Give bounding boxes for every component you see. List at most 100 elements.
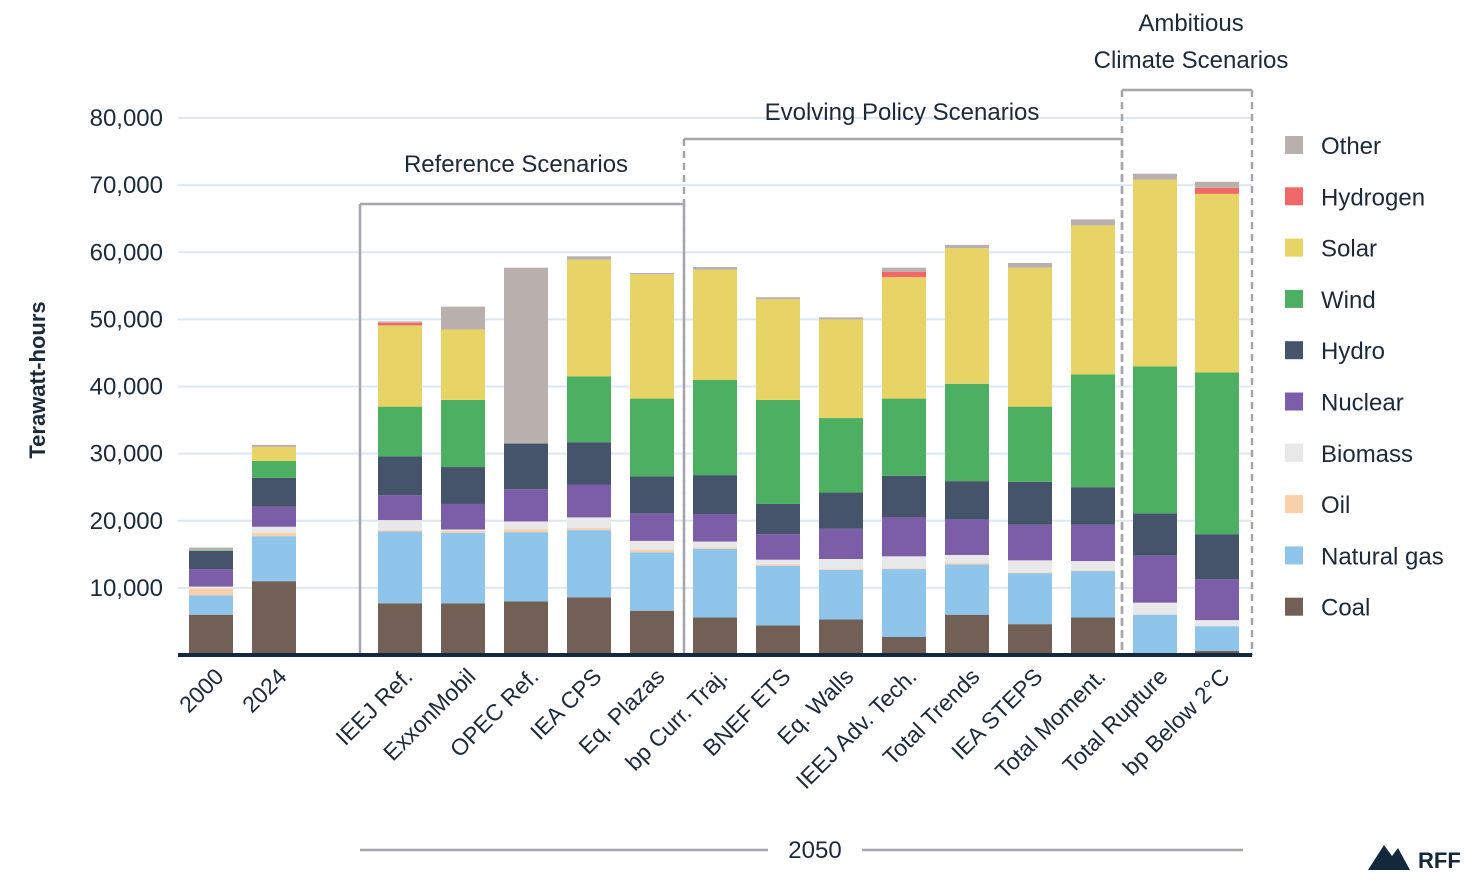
bar-stack xyxy=(1071,219,1115,655)
bar-segment-nuclear xyxy=(567,484,611,518)
bar-stack xyxy=(1195,181,1239,655)
bar-segment-hydro xyxy=(1008,481,1052,525)
bar-segment-hydro xyxy=(630,476,674,514)
bar-segment-solar xyxy=(1008,267,1052,407)
bar-stack xyxy=(756,297,800,655)
legend-label: Nuclear xyxy=(1321,390,1404,417)
bar-segment-coal xyxy=(504,601,548,655)
bar-segment-coal xyxy=(441,603,485,655)
legend-label: Hydro xyxy=(1321,338,1385,365)
bar-segment-biomass xyxy=(1133,602,1177,615)
bar-segment-other xyxy=(756,297,800,300)
legend-swatch xyxy=(1285,136,1303,154)
bar-segment-biomass xyxy=(693,541,737,548)
bar-segment-biomass xyxy=(252,526,296,533)
bar-segment-natural-gas xyxy=(630,552,674,611)
bar-segment-natural-gas xyxy=(945,564,989,615)
bar-segment-other xyxy=(1008,262,1052,268)
bar-segment-oil xyxy=(504,529,548,533)
bar-segment-hydrogen xyxy=(378,322,422,326)
legend-item-oil: Oil xyxy=(1285,492,1350,519)
bar-segment-other xyxy=(945,244,989,249)
bar-segment-other xyxy=(252,444,296,447)
bar-segment-solar xyxy=(882,277,926,399)
bar-segment-nuclear xyxy=(378,495,422,521)
bar-segment-wind xyxy=(567,376,611,443)
bar-segment-oil xyxy=(819,569,863,570)
bar-segment-biomass xyxy=(1008,560,1052,573)
bar-segment-hydro xyxy=(1133,513,1177,556)
y-tick-label: 50,000 xyxy=(90,306,163,333)
legend-item-other: Other xyxy=(1285,133,1381,160)
bar-segment-natural-gas xyxy=(882,569,926,637)
bar-segment-hydro xyxy=(504,443,548,490)
legend-item-hydro: Hydro xyxy=(1285,338,1385,365)
bar-segment-natural-gas xyxy=(819,569,863,620)
bar-segment-solar xyxy=(1133,179,1177,367)
bar-segment-other xyxy=(1195,181,1239,188)
bar-segment-nuclear xyxy=(1071,524,1115,562)
bar-segment-biomass xyxy=(945,554,989,564)
bar-stack xyxy=(252,444,296,655)
bar-stack xyxy=(504,267,548,655)
bar-segment-oil xyxy=(189,588,233,596)
bar-segment-oil xyxy=(567,528,611,531)
bar-segment-natural-gas xyxy=(693,548,737,618)
x-tick-label: 2024 xyxy=(237,663,292,718)
bar-segment-coal xyxy=(945,614,989,655)
bar-segment-wind xyxy=(882,398,926,476)
footer-2050: 2050 xyxy=(360,837,1243,864)
bar-segment-solar xyxy=(1071,225,1115,375)
bar-stack xyxy=(819,317,863,655)
bar-segment-coal xyxy=(1071,617,1115,655)
bar-segment-nuclear xyxy=(945,519,989,555)
bar-segment-other xyxy=(1133,173,1177,180)
legend: Other Hydrogen Solar Wind Hydro Nuclear Biomas… xyxy=(1285,133,1444,622)
bar-segment-other xyxy=(378,321,422,323)
group-label: Evolving Policy Scenarios xyxy=(765,99,1040,126)
bar-segment-hydro xyxy=(378,456,422,496)
bar-segment-nuclear xyxy=(441,503,485,530)
bar-segment-biomass xyxy=(504,521,548,530)
mountain-logo-icon xyxy=(1368,845,1410,870)
bar-segment-other xyxy=(189,547,233,551)
y-tick-label: 10,000 xyxy=(90,575,163,602)
legend-item-nuclear: Nuclear xyxy=(1285,390,1404,417)
bar-segment-wind xyxy=(1133,366,1177,514)
bar-segment-wind xyxy=(630,398,674,477)
bar-segment-solar xyxy=(567,259,611,377)
bar-segment-biomass xyxy=(1071,561,1115,571)
bar-segment-solar xyxy=(378,325,422,407)
bar-segment-natural-gas xyxy=(1071,571,1115,618)
bar-segment-coal xyxy=(882,636,926,655)
legend-label: Solar xyxy=(1321,236,1377,263)
legend-swatch xyxy=(1285,443,1303,462)
bar-segment-coal xyxy=(756,625,800,655)
legend-label: Other xyxy=(1321,133,1381,160)
bar-segment-solar xyxy=(756,299,800,400)
bar-segment-nuclear xyxy=(1008,524,1052,561)
bar-segment-biomass xyxy=(819,559,863,570)
bar-segment-wind xyxy=(1071,374,1115,488)
legend-swatch xyxy=(1285,238,1303,257)
bar-stack xyxy=(567,256,611,655)
bar-segment-solar xyxy=(630,274,674,399)
bar-segment-biomass xyxy=(630,540,674,550)
legend-item-natural-gas: Natural gas xyxy=(1285,543,1444,570)
bar-segment-hydro xyxy=(945,481,989,520)
bar-segment-natural-gas xyxy=(189,595,233,615)
footer-year-label: 2050 xyxy=(788,837,841,864)
x-tick-label: 2000 xyxy=(174,663,229,718)
bar-segment-wind xyxy=(189,550,233,551)
bars xyxy=(189,173,1239,655)
bar-segment-oil xyxy=(378,530,422,532)
bar-segment-hydrogen xyxy=(1195,187,1239,194)
bar-segment-hydro xyxy=(693,475,737,515)
bar-segment-other xyxy=(630,273,674,275)
group-label: Climate Scenarios xyxy=(1094,47,1289,74)
legend-swatch xyxy=(1285,187,1303,206)
bar-segment-hydro xyxy=(189,550,233,570)
bar-stack xyxy=(378,321,422,655)
bar-segment-solar xyxy=(945,248,989,384)
